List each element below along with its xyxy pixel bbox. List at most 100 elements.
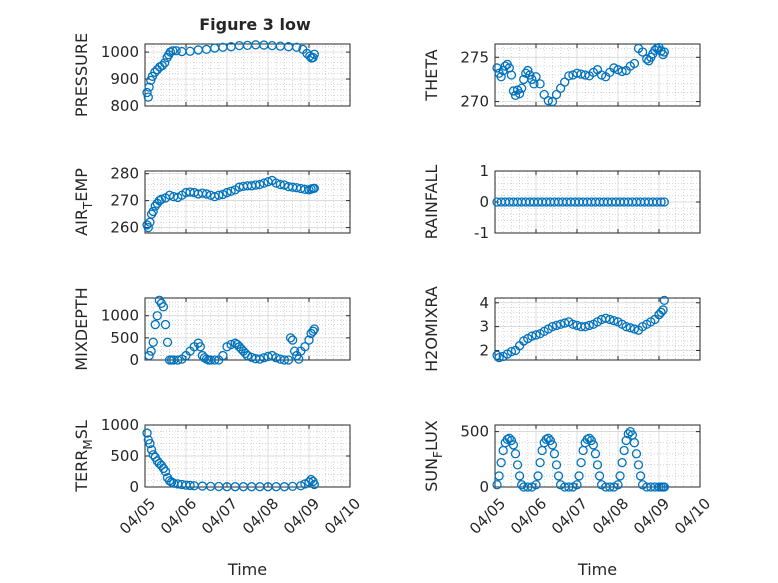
y-axis-label: MIXDEPTH <box>72 287 91 370</box>
data-point <box>613 480 623 490</box>
data-point <box>275 179 285 190</box>
data-point <box>659 482 669 492</box>
data-point <box>494 471 504 481</box>
data-point <box>146 445 157 455</box>
y-tick-label: 280 <box>110 165 139 183</box>
subplot-1: 800 900 1000 PRESSURE <box>72 33 351 117</box>
data-point <box>635 471 646 481</box>
axes-frame <box>144 170 351 234</box>
data-point <box>285 333 296 343</box>
y-tick-label: 3 <box>479 318 489 336</box>
data-point <box>148 337 158 347</box>
data-point <box>656 197 666 207</box>
data-point <box>143 222 153 233</box>
x-tick-label: 04/06 <box>507 495 550 538</box>
data-point <box>279 180 290 190</box>
data-point <box>596 70 607 80</box>
data-point <box>145 438 155 449</box>
data-point <box>162 337 173 347</box>
data-point <box>572 480 582 490</box>
data-point <box>521 68 531 78</box>
data-point <box>255 354 265 364</box>
y-tick-label: 500 <box>460 423 489 441</box>
data-point <box>568 319 578 329</box>
y-axis-label: RAINFALL <box>422 165 441 240</box>
data-point <box>576 457 586 468</box>
axes-background <box>144 170 351 234</box>
x-axis-label: Time <box>577 560 617 579</box>
y-tick-label: 275 <box>460 48 489 66</box>
data-point <box>146 75 156 86</box>
data-point <box>535 457 545 468</box>
data-point <box>508 440 519 450</box>
data-point <box>152 311 162 321</box>
data-point <box>292 42 302 52</box>
y-tick-label: 1000 <box>101 307 139 325</box>
x-axis-label: Time <box>227 560 267 579</box>
data-point <box>551 89 562 100</box>
data-point <box>531 480 541 490</box>
data-point <box>506 347 517 357</box>
data-point <box>545 435 555 446</box>
data-point <box>621 321 631 332</box>
data-point <box>659 197 669 207</box>
data-point <box>160 319 171 330</box>
data-point <box>543 96 553 106</box>
y-tick-label: 1000 <box>101 43 139 61</box>
data-point <box>601 313 611 323</box>
data-point <box>226 186 236 196</box>
data-point <box>539 89 549 100</box>
data-point <box>543 433 553 443</box>
data-point <box>160 466 171 477</box>
data-point <box>592 460 603 470</box>
data-point <box>551 460 562 470</box>
y-tick-label: 270 <box>460 93 489 111</box>
axes-frame <box>494 297 701 361</box>
data-point <box>553 471 564 481</box>
data-point <box>517 83 527 93</box>
data-point <box>144 82 154 92</box>
data-point <box>629 324 640 334</box>
y-tick-label: 1000 <box>101 416 139 434</box>
data-point <box>504 433 515 443</box>
data-point <box>551 320 562 331</box>
data-point <box>547 440 558 450</box>
data-point <box>609 316 619 326</box>
data-point <box>584 320 594 331</box>
x-tick-label: 04/05 <box>466 495 509 538</box>
data-point <box>201 189 212 199</box>
data-point <box>214 190 224 200</box>
y-tick-label: 900 <box>110 70 139 88</box>
x-tick-label: 04/07 <box>198 495 241 538</box>
data-point <box>584 433 594 443</box>
data-point <box>156 194 167 204</box>
data-point <box>210 355 220 365</box>
data-point <box>525 70 535 80</box>
data-point <box>535 79 545 89</box>
data-point <box>166 477 177 487</box>
y-tick-label: 500 <box>110 329 139 347</box>
data-point <box>631 449 642 459</box>
x-tick-label: 04/06 <box>157 495 200 538</box>
data-point <box>508 86 519 96</box>
data-point <box>656 307 666 317</box>
axes-background <box>494 297 701 361</box>
x-tick-label: 04/10 <box>321 495 364 538</box>
data-point <box>547 96 558 107</box>
data-point <box>492 350 502 360</box>
data-point <box>304 477 314 487</box>
data-point <box>498 65 508 76</box>
data-point <box>242 350 253 361</box>
y-axis-label: H2OMIXRA <box>422 286 441 372</box>
data-point <box>304 335 314 345</box>
data-point <box>659 47 669 57</box>
subplot-2: 270 275 THETA <box>422 42 701 111</box>
data-point <box>173 355 183 365</box>
y-tick-label: 1 <box>479 162 489 180</box>
data-point <box>144 350 154 361</box>
data-point <box>555 319 566 329</box>
data-point <box>514 88 525 99</box>
data-point <box>185 480 195 491</box>
x-tick-label: 04/08 <box>589 495 632 538</box>
